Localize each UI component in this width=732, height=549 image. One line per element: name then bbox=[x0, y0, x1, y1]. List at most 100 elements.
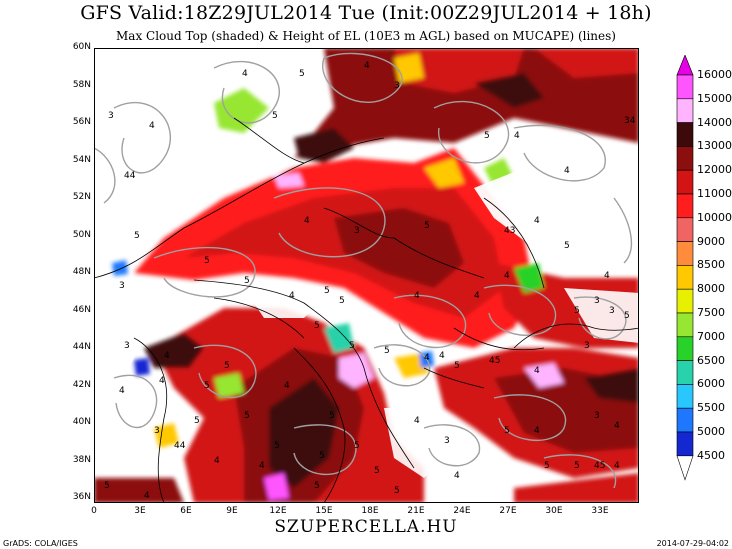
legend-label: 13000 bbox=[697, 139, 732, 153]
lon-label: 0 bbox=[91, 506, 97, 516]
legend-label: 11000 bbox=[697, 187, 732, 200]
svg-text:5: 5 bbox=[104, 481, 110, 491]
svg-text:45: 45 bbox=[489, 356, 500, 366]
el-contour bbox=[113, 101, 171, 174]
svg-text:4: 4 bbox=[534, 366, 540, 376]
lon-label: 24E bbox=[453, 506, 471, 516]
map-frame bbox=[94, 48, 639, 503]
lon-label: 21E bbox=[407, 506, 425, 516]
svg-text:3: 3 bbox=[594, 296, 600, 306]
svg-text:5: 5 bbox=[272, 111, 278, 121]
svg-text:5: 5 bbox=[319, 451, 325, 461]
svg-text:4: 4 bbox=[149, 121, 155, 131]
svg-text:5: 5 bbox=[204, 381, 210, 391]
lat-label: 56N bbox=[72, 117, 91, 127]
svg-text:4: 4 bbox=[164, 351, 170, 361]
legend-label: 15000 bbox=[697, 91, 732, 105]
svg-text:4: 4 bbox=[474, 291, 480, 301]
legend-label: 5000 bbox=[697, 425, 725, 438]
legend-swatch bbox=[676, 241, 694, 266]
svg-text:3: 3 bbox=[394, 81, 400, 91]
svg-text:5: 5 bbox=[394, 486, 400, 496]
legend-label: 5500 bbox=[697, 401, 725, 415]
lat-label: 52N bbox=[72, 192, 91, 202]
lat-label: 48N bbox=[72, 267, 91, 277]
lon-label: 18E bbox=[361, 506, 379, 516]
svg-text:5: 5 bbox=[339, 296, 345, 306]
svg-text:4: 4 bbox=[304, 216, 310, 226]
svg-text:4: 4 bbox=[144, 491, 150, 501]
svg-text:5: 5 bbox=[564, 241, 570, 251]
svg-text:3: 3 bbox=[354, 226, 360, 236]
svg-text:4: 4 bbox=[534, 216, 540, 226]
legend-label: 9000 bbox=[697, 234, 725, 248]
svg-text:5: 5 bbox=[374, 466, 380, 476]
svg-text:5: 5 bbox=[354, 441, 360, 451]
chart-subtitle: Max Cloud Top (shaded) & Height of EL (1… bbox=[116, 29, 616, 43]
svg-text:5: 5 bbox=[574, 306, 580, 316]
legend-swatch bbox=[676, 98, 694, 123]
svg-text:4: 4 bbox=[242, 69, 248, 79]
legend-swatch bbox=[676, 360, 694, 385]
svg-text:3: 3 bbox=[609, 306, 615, 316]
svg-text:44: 44 bbox=[174, 441, 186, 451]
legend-swatch bbox=[676, 122, 694, 147]
svg-text:3: 3 bbox=[124, 341, 130, 351]
svg-text:4: 4 bbox=[414, 291, 420, 301]
lat-label: 46N bbox=[72, 304, 91, 315]
svg-text:4: 4 bbox=[119, 386, 125, 396]
legend-swatch bbox=[676, 431, 694, 457]
lon-label: 3E bbox=[134, 506, 146, 516]
svg-text:4: 4 bbox=[424, 353, 430, 363]
svg-text:5: 5 bbox=[544, 461, 550, 471]
svg-text:3: 3 bbox=[119, 281, 125, 291]
svg-text:5: 5 bbox=[314, 481, 320, 491]
svg-text:3: 3 bbox=[108, 111, 114, 121]
software-credit: GrADS: COLA/IGES bbox=[3, 539, 78, 548]
legend-swatch bbox=[676, 407, 694, 433]
svg-text:5: 5 bbox=[424, 221, 430, 231]
legend-label: 16000 bbox=[697, 68, 732, 81]
svg-text:5: 5 bbox=[504, 426, 510, 436]
svg-text:5: 5 bbox=[314, 321, 320, 331]
legend-swatch bbox=[676, 74, 694, 100]
legend-swatch bbox=[676, 193, 694, 219]
svg-text:5: 5 bbox=[454, 361, 460, 371]
lat-label: 50N bbox=[72, 229, 91, 240]
svg-text:4: 4 bbox=[564, 166, 570, 176]
shade-north-band bbox=[294, 48, 639, 158]
svg-text:3: 3 bbox=[154, 426, 160, 436]
lon-label: 27E bbox=[499, 506, 517, 516]
lat-label: 58N bbox=[72, 79, 91, 90]
svg-text:5: 5 bbox=[274, 441, 280, 451]
legend-label: 14000 bbox=[697, 115, 732, 129]
svg-text:4: 4 bbox=[614, 421, 620, 431]
svg-text:5: 5 bbox=[224, 361, 230, 371]
coastline bbox=[94, 137, 385, 279]
lat-label: 60N bbox=[72, 42, 91, 52]
legend-swatch bbox=[676, 384, 694, 409]
svg-text:4: 4 bbox=[414, 416, 420, 426]
lat-label: 40N bbox=[72, 417, 91, 427]
timestamp: 2014-07-29-04:02 bbox=[656, 539, 729, 548]
svg-text:4: 4 bbox=[364, 61, 370, 71]
svg-text:5: 5 bbox=[384, 346, 390, 356]
legend-label: 6500 bbox=[697, 353, 725, 367]
svg-text:4: 4 bbox=[439, 351, 445, 361]
lon-label: 15E bbox=[315, 506, 333, 516]
lat-label: 54N bbox=[72, 154, 91, 165]
svg-text:5: 5 bbox=[134, 231, 140, 241]
svg-text:5: 5 bbox=[244, 276, 250, 286]
svg-text:4: 4 bbox=[159, 376, 165, 386]
legend-label: 12000 bbox=[697, 163, 732, 177]
svg-text:5: 5 bbox=[349, 341, 355, 351]
legend-swatch bbox=[676, 146, 694, 171]
svg-text:4: 4 bbox=[284, 381, 290, 391]
lon-label: 12E bbox=[269, 506, 287, 516]
lat-label: 36N bbox=[72, 492, 91, 502]
legend-label: 7500 bbox=[697, 306, 725, 319]
legend-label: 8000 bbox=[697, 282, 725, 296]
legend-swatch bbox=[676, 336, 694, 361]
svg-text:3: 3 bbox=[584, 341, 590, 351]
